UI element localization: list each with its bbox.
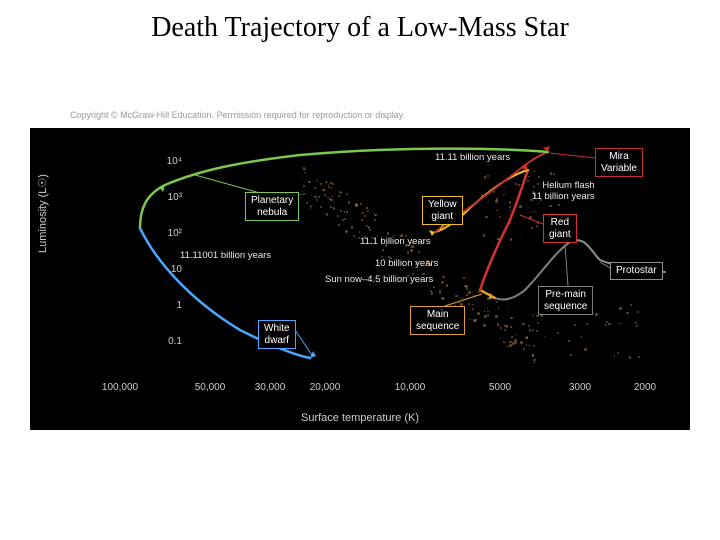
x-axis-label: Surface temperature (K) (30, 412, 690, 424)
stage-box-main_sequence: Mainsequence (410, 306, 465, 335)
stage-box-white_dwarf: Whitedwarf (258, 320, 296, 349)
x-tick: 5000 (475, 382, 525, 393)
time-annotation: 11.11001 billion years (180, 250, 271, 261)
time-annotation: 11.11 billion years (435, 152, 510, 163)
x-tick: 100,000 (95, 382, 145, 393)
time-annotation: 11.1 billion years (360, 236, 431, 247)
time-annotation: Helium flash11 billion years (532, 180, 595, 202)
stage-box-red_giant: Redgiant (543, 214, 577, 243)
hr-diagram-figure: Copyright © McGraw-Hill Education. Permi… (30, 110, 690, 430)
x-tick: 50,000 (185, 382, 235, 393)
x-tick: 30,000 (245, 382, 295, 393)
y-axis-label: Luminosity (L☉) (36, 174, 49, 253)
stage-box-yellow_giant: Yellowgiant (422, 196, 463, 225)
copyright-text: Copyright © McGraw-Hill Education. Permi… (70, 110, 405, 120)
slide-title: Death Trajectory of a Low-Mass Star (0, 12, 720, 44)
stage-box-planetary_nebula: Planetarynebula (245, 192, 299, 221)
stage-box-premain: Pre-mainsequence (538, 286, 593, 315)
x-tick: 10,000 (385, 382, 435, 393)
chart-area: Luminosity (L☉) Surface temperature (K) … (30, 128, 690, 430)
slide: Death Trajectory of a Low-Mass Star Copy… (0, 0, 720, 540)
stage-box-mira: MiraVariable (595, 148, 643, 177)
plot-region: Planetarynebula Whitedwarf Mainsequence Yel… (100, 140, 670, 380)
x-tick: 20,000 (300, 382, 350, 393)
x-tick: 3000 (555, 382, 605, 393)
stage-box-protostar: Protostar (610, 262, 663, 280)
time-annotation: Sun now–4.5 billion years (325, 274, 433, 285)
x-tick: 2000 (620, 382, 670, 393)
time-annotation: 10 billion years (375, 258, 438, 269)
